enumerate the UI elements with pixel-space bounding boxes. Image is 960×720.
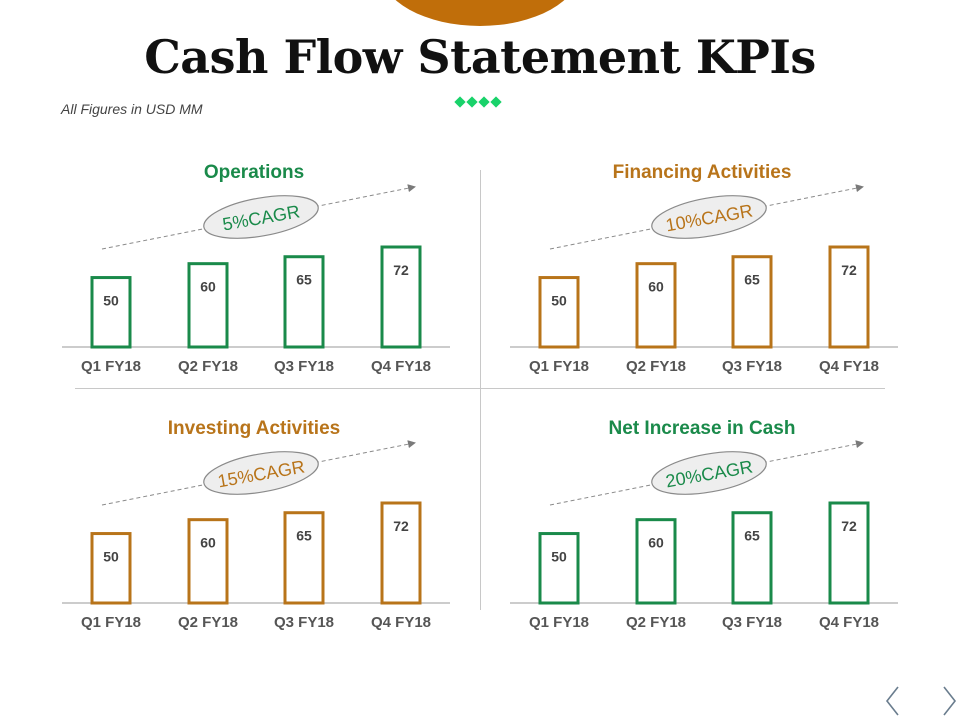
- cagr-bubble: [651, 195, 767, 239]
- tick-label: Q3 FY18: [274, 358, 334, 375]
- tick-label: Q1 FY18: [81, 358, 141, 375]
- bar: [828, 245, 870, 349]
- data-label: 65: [744, 272, 760, 288]
- data-label: 65: [296, 528, 312, 544]
- quadrant-divider-horizontal: [75, 388, 885, 389]
- bar: [731, 511, 773, 605]
- bar: [283, 511, 325, 605]
- data-label: 72: [393, 518, 409, 534]
- chevron-left-icon: [885, 686, 899, 716]
- tick-label: Q1 FY18: [529, 614, 589, 631]
- data-label: 50: [551, 549, 567, 565]
- chart-panel: Financing Activities 10%CAGR 50 Q1 FY18 60 Q2…: [510, 162, 898, 375]
- cagr-annotation: 10%CAGR: [651, 195, 767, 239]
- page-title: Cash Flow Statement KPIs: [144, 30, 816, 84]
- tick-label: Q3 FY18: [722, 358, 782, 375]
- chart-panel: Operations 5%CAGR 50 Q1 FY18 60 Q2 FY18 65 Q3 F…: [62, 162, 450, 375]
- units-note: All Figures in USD MM: [61, 101, 203, 117]
- tick-label: Q4 FY18: [371, 614, 431, 631]
- quadrant-divider-vertical: [480, 170, 481, 610]
- bar: [380, 501, 422, 605]
- data-label: 72: [841, 262, 857, 278]
- data-label: 60: [648, 535, 664, 551]
- bar: [380, 245, 422, 349]
- tick-label: Q4 FY18: [819, 614, 879, 631]
- cagr-bubble: [203, 451, 319, 495]
- data-label: 72: [841, 518, 857, 534]
- bar: [90, 532, 132, 605]
- chevron-right-icon: [943, 686, 957, 716]
- data-label: 60: [200, 279, 216, 295]
- tick-label: Q2 FY18: [626, 358, 686, 375]
- tick-label: Q3 FY18: [274, 614, 334, 631]
- chart-panel: Net Increase in Cash 20%CAGR 50 Q1 FY18 60 Q2…: [510, 418, 898, 631]
- bar: [90, 276, 132, 349]
- cagr-bubble: [651, 451, 767, 495]
- chart-title: Financing Activities: [613, 162, 792, 183]
- cagr-annotation: 5%CAGR: [203, 195, 319, 239]
- data-label: 65: [296, 272, 312, 288]
- next-slide-button[interactable]: [936, 684, 960, 718]
- data-label: 50: [103, 549, 119, 565]
- data-label: 50: [551, 293, 567, 309]
- cagr-annotation: 15%CAGR: [203, 451, 319, 495]
- bar: [635, 262, 677, 349]
- chart-title: Operations: [204, 162, 304, 183]
- cagr-bubble: [203, 195, 319, 239]
- tick-label: Q2 FY18: [178, 358, 238, 375]
- data-label: 72: [393, 262, 409, 278]
- bar: [538, 276, 580, 349]
- data-label: 50: [103, 293, 119, 309]
- cagr-annotation: 20%CAGR: [651, 451, 767, 495]
- bar: [283, 255, 325, 349]
- bar: [731, 255, 773, 349]
- data-label: 65: [744, 528, 760, 544]
- data-label: 60: [200, 535, 216, 551]
- bar: [187, 262, 229, 349]
- chart-title: Investing Activities: [168, 418, 340, 439]
- bar: [828, 501, 870, 605]
- bar: [635, 518, 677, 605]
- tick-label: Q3 FY18: [722, 614, 782, 631]
- tick-label: Q4 FY18: [371, 358, 431, 375]
- chart-title: Net Increase in Cash: [609, 418, 796, 439]
- tick-label: Q1 FY18: [81, 614, 141, 631]
- bar: [538, 532, 580, 605]
- tick-label: Q2 FY18: [178, 614, 238, 631]
- tick-label: Q2 FY18: [626, 614, 686, 631]
- tick-label: Q1 FY18: [529, 358, 589, 375]
- data-label: 60: [648, 279, 664, 295]
- chart-panel: Investing Activities 15%CAGR 50 Q1 FY18 60 Q2…: [62, 418, 450, 631]
- bar: [187, 518, 229, 605]
- tick-label: Q4 FY18: [819, 358, 879, 375]
- prev-slide-button[interactable]: [882, 684, 906, 718]
